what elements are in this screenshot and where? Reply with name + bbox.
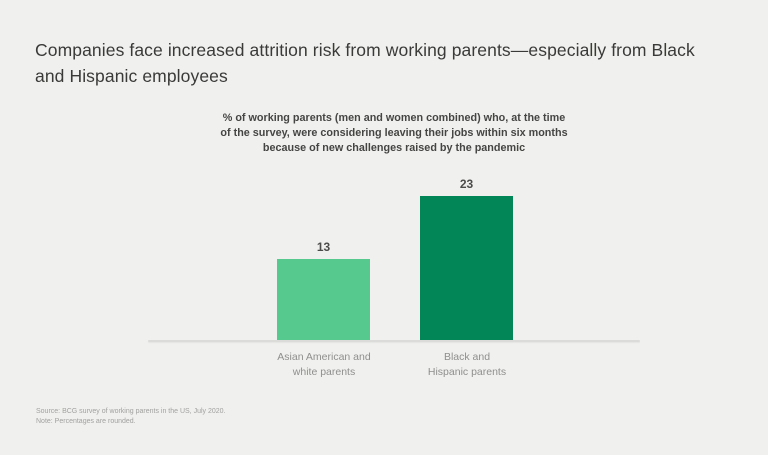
chart-subtitle: % of working parents (men and women comb…: [174, 111, 614, 156]
chart-subtitle-line: because of new challenges raised by the …: [262, 142, 526, 154]
bar-value-label: 13: [316, 240, 331, 254]
bar-group-black-hispanic: 23: [420, 177, 513, 341]
x-axis-line: [148, 340, 640, 342]
page-title: Companies face increased attrition risk …: [35, 40, 695, 86]
rounding-note: Note: Percentages are rounded.: [36, 417, 136, 425]
chart-subtitle-line: of the survey, were considering leaving …: [220, 127, 568, 139]
category-label-asian-american-white: Asian American and white parents: [277, 351, 371, 378]
bar-asian-american-white: [277, 259, 370, 341]
bar-chart: 13 23: [148, 168, 640, 342]
category-label-black-hispanic: Black and Hispanic parents: [427, 351, 507, 378]
footnote: Source: BCG survey of working parents in…: [36, 407, 225, 426]
bar-group-asian-american-white: 13: [277, 240, 370, 341]
source-note: Source: BCG survey of working parents in…: [36, 408, 226, 415]
chart-subtitle-line: % of working parents (men and women comb…: [222, 112, 566, 124]
bar-black-hispanic: [420, 196, 513, 341]
bar-value-label: 23: [459, 177, 474, 191]
